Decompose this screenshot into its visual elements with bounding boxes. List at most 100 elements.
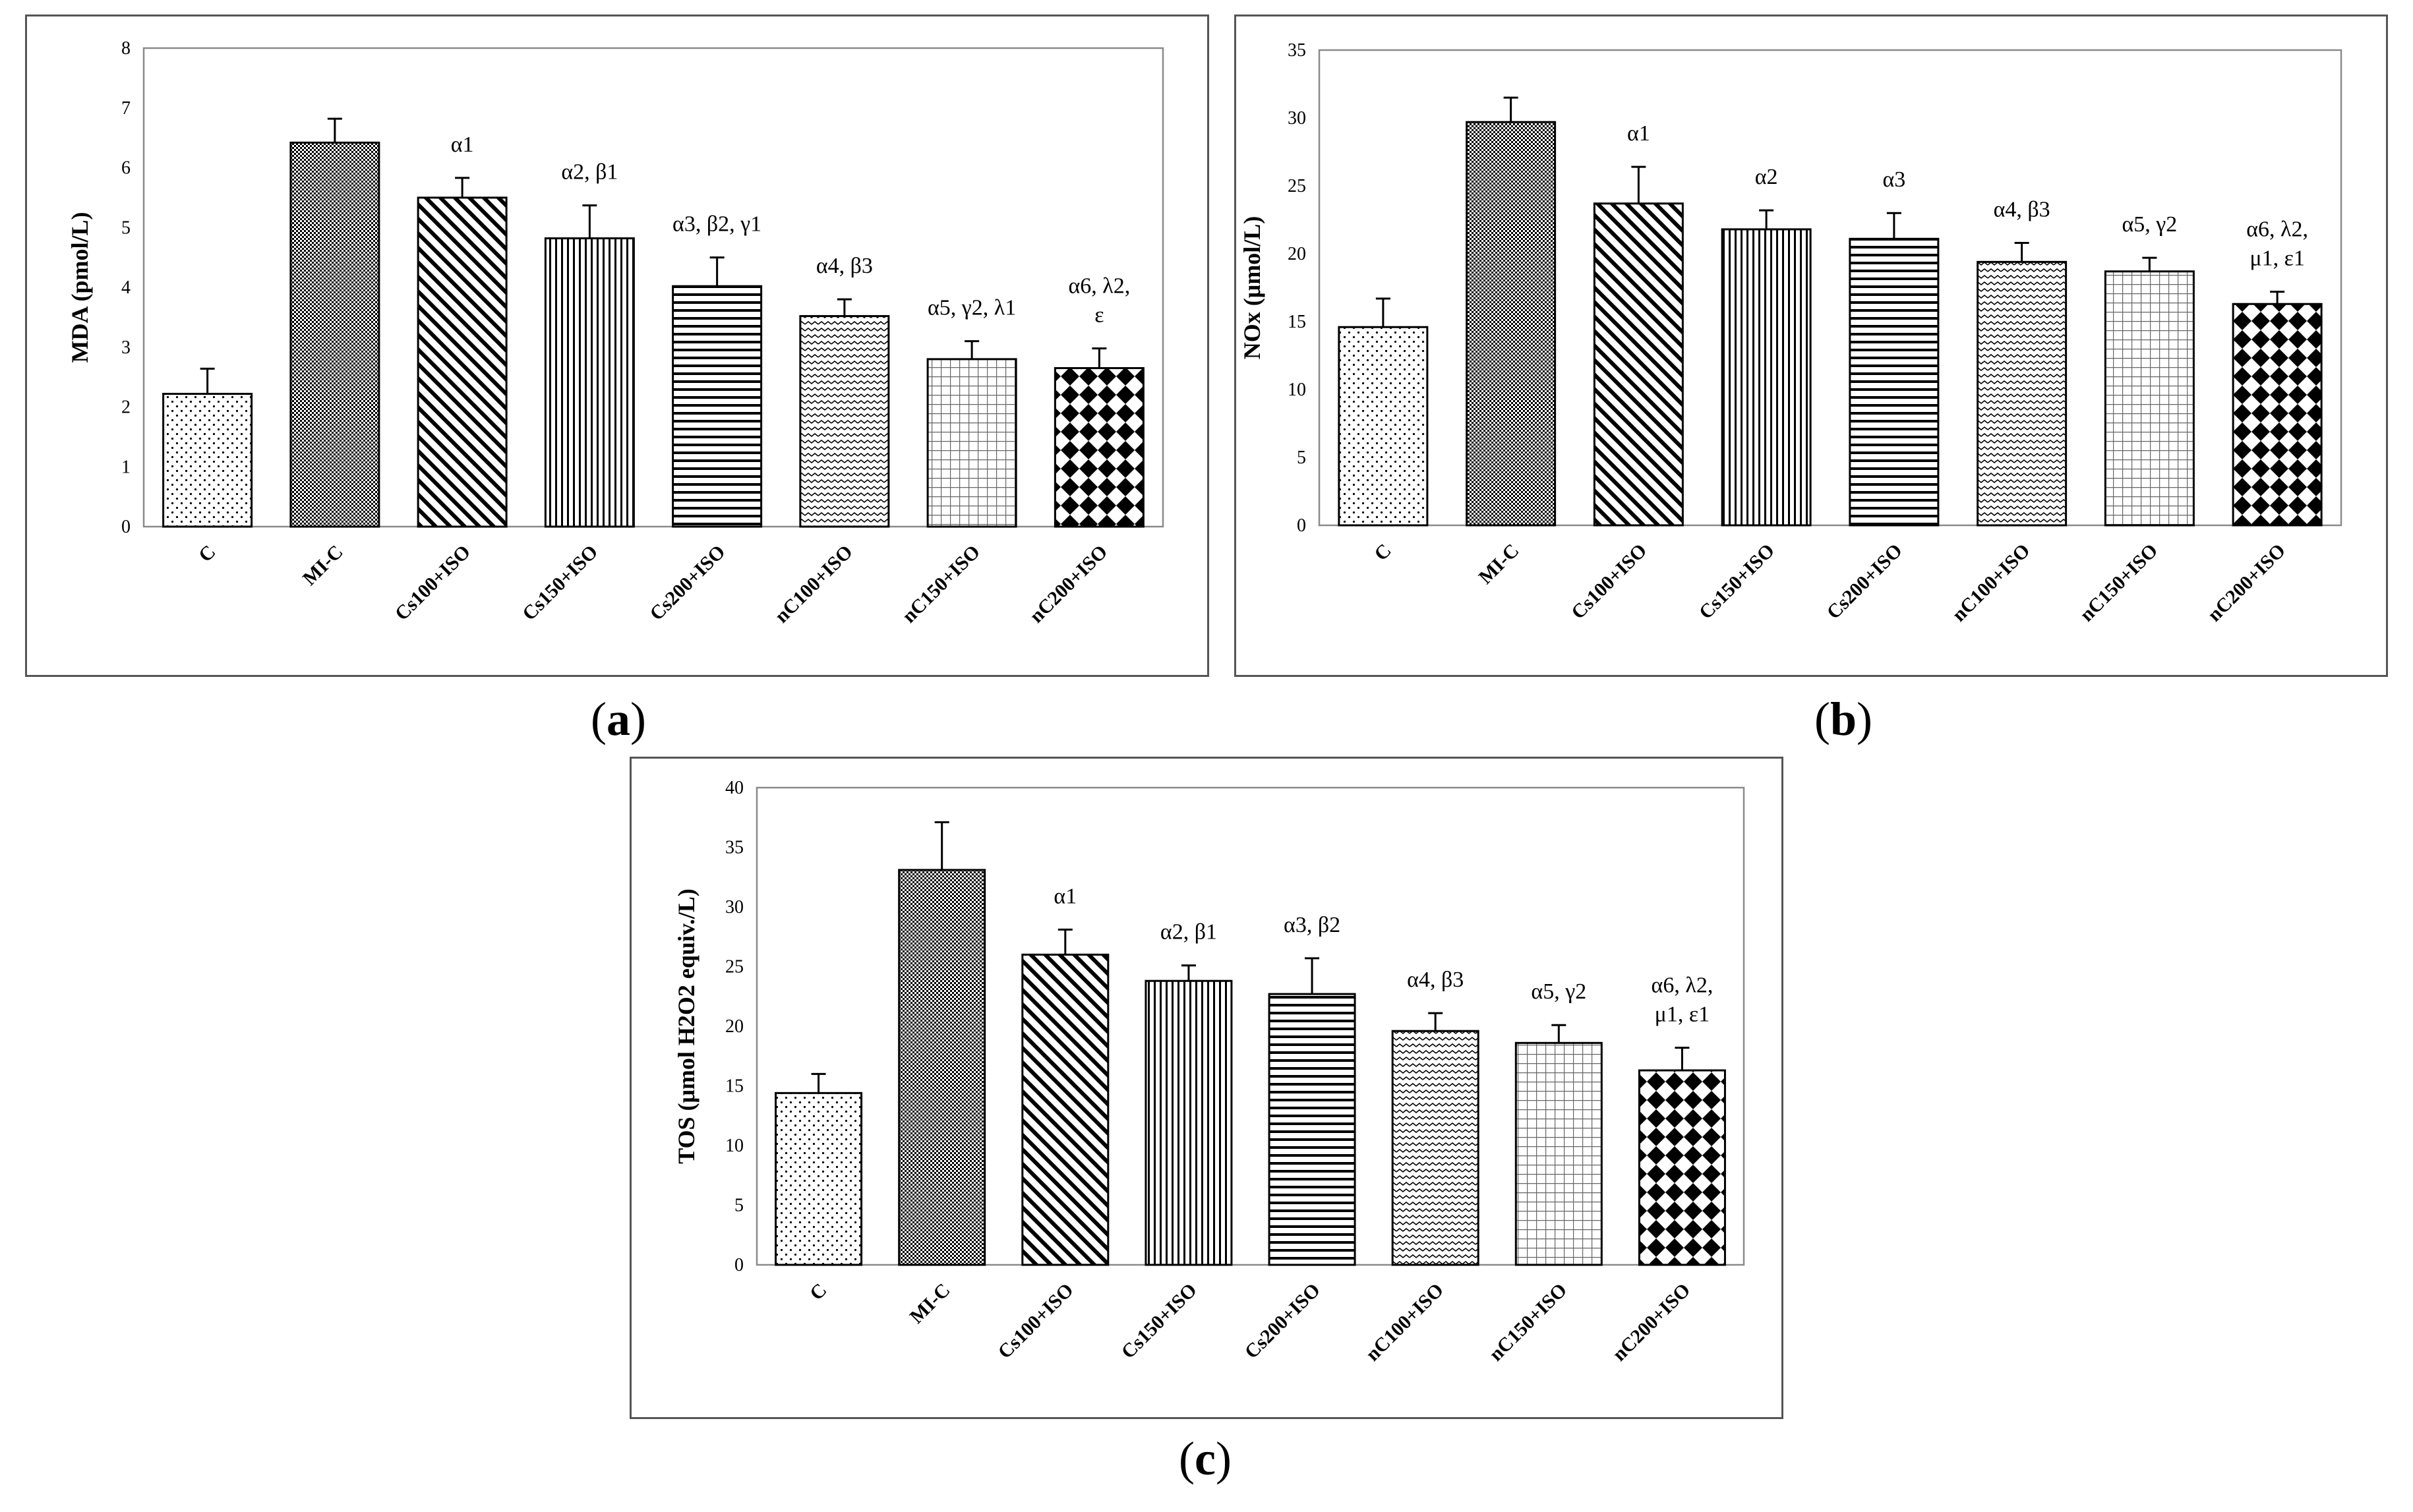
x-tick-label: nC200+ISO (1025, 541, 1112, 627)
panel-c: 0 5 10 15 20 25 30 35 40 TOS (μmol H2O2 equiv./L)… (630, 757, 1783, 1419)
y-tick-label: 4 (121, 277, 131, 298)
y-tick-label: 5 (121, 218, 131, 238)
x-tick-label: Cs150+ISO (1695, 540, 1779, 624)
significance-label: α1 (1054, 884, 1077, 908)
y-tick-label: 20 (725, 1016, 744, 1037)
bar (1638, 1069, 1726, 1266)
x-tick-label: nC150+ISO (1485, 1279, 1571, 1366)
significance-label: α2, β1 (1160, 920, 1217, 945)
significance-label: α1 (1627, 121, 1650, 146)
significance-label: α4, β3 (1407, 968, 1464, 992)
y-tick-label: 0 (734, 1255, 744, 1275)
significance-label: α5, γ2 (1531, 979, 1586, 1004)
bar (775, 1091, 863, 1266)
panel-a: 0 1 2 3 4 5 6 7 8 MDA (pmol/L) C MI-C α1 Cs100+ISO α2,… (25, 15, 1209, 677)
y-tick-label: 15 (725, 1076, 744, 1097)
bar (898, 869, 986, 1266)
y-tick-label: 6 (121, 158, 131, 179)
y-tick-label: 5 (734, 1196, 744, 1216)
y-tick-label: 7 (121, 98, 131, 119)
bar (544, 237, 635, 528)
y-tick-label: 10 (1288, 380, 1306, 400)
bar (1593, 202, 1684, 527)
y-tick-label: 2 (121, 397, 131, 418)
y-tick-label: 25 (1288, 176, 1306, 196)
bar (2232, 303, 2323, 527)
panel-label-b: (b) (1814, 693, 1872, 745)
x-tick-label: Cs200+ISO (1822, 540, 1906, 624)
x-tick-label: Cs150+ISO (518, 541, 602, 625)
x-tick-label: Cs200+ISO (645, 541, 729, 625)
bar (1721, 228, 1812, 527)
panel-b: 0 5 10 15 20 25 30 35 NOx (μmol/L) C MI-C α1 Cs100+I… (1234, 15, 2388, 677)
bar (162, 393, 253, 528)
x-tick-label: nC150+ISO (2075, 540, 2162, 626)
x-tick-label: C (806, 1279, 831, 1305)
y-tick-label: 0 (1297, 515, 1306, 536)
x-tick-label: nC150+ISO (898, 541, 984, 627)
y-tick-label: 10 (725, 1136, 744, 1156)
x-tick-label: nC100+ISO (1361, 1279, 1448, 1366)
significance-label: α5, γ2 (2122, 212, 2177, 237)
y-tick-label: 40 (725, 778, 744, 798)
bar (1338, 326, 1429, 527)
bar (926, 358, 1017, 528)
y-tick-label: 15 (1288, 312, 1306, 332)
significance-label: α6, λ2, (2246, 218, 2308, 242)
bar (1466, 121, 1557, 527)
x-tick-label: MI-C (906, 1279, 955, 1328)
chart-b: 0 5 10 15 20 25 30 35 NOx (μmol/L) C MI-C α1 Cs100+I… (1239, 40, 2342, 626)
y-tick-label: 35 (725, 838, 744, 858)
chart-c: 0 5 10 15 20 25 30 35 40 TOS (μmol H2O2 equiv./L)… (673, 778, 1745, 1366)
bar (1977, 260, 2068, 527)
x-tick-label: Cs100+ISO (391, 541, 475, 625)
significance-label: α6, λ2, (1068, 274, 1130, 299)
significance-label: α3, β2 (1284, 913, 1340, 937)
significance-label: α1 (451, 132, 474, 157)
plot-area (756, 786, 1745, 1266)
y-axis-label: MDA (pmol/L) (67, 212, 93, 363)
y-tick-label: 8 (121, 38, 131, 59)
x-tick-label: nC100+ISO (1948, 540, 2035, 626)
bar (1145, 979, 1233, 1266)
significance-label: α4, β3 (816, 254, 873, 278)
x-tick-label: Cs100+ISO (994, 1279, 1077, 1363)
bar (1268, 993, 1356, 1266)
bar (1849, 237, 1940, 527)
y-tick-label: 0 (121, 517, 131, 537)
significance-label: α4, β3 (1994, 198, 2050, 222)
bar (2104, 270, 2195, 527)
panel-label-a: (a) (591, 693, 646, 745)
bar (1021, 953, 1110, 1266)
significance-label: α2 (1755, 165, 1778, 189)
y-axis-label: TOS (μmol H2O2 equiv./L) (673, 888, 700, 1164)
significance-label: ε (1094, 303, 1104, 328)
x-tick-label: C (1370, 540, 1396, 566)
significance-label: α6, λ2, (1652, 974, 1713, 998)
x-tick-label: nC100+ISO (771, 541, 857, 627)
bar (289, 141, 380, 528)
x-tick-label: nC200+ISO (1608, 1279, 1694, 1366)
x-tick-label: MI-C (299, 541, 347, 590)
significance-label: μ1, ε1 (2249, 247, 2305, 271)
y-tick-label: 35 (1288, 40, 1306, 61)
y-tick-label: 20 (1288, 244, 1306, 264)
significance-label: α3 (1882, 167, 1905, 192)
x-tick-label: nC200+ISO (2203, 540, 2290, 626)
y-tick-label: 5 (1297, 448, 1306, 468)
x-tick-label: MI-C (1475, 540, 1524, 589)
y-tick-label: 25 (725, 957, 744, 977)
x-tick-label: Cs150+ISO (1117, 1279, 1201, 1363)
bar (799, 315, 890, 528)
bar (417, 196, 508, 528)
panel-label-c: (c) (1179, 1432, 1232, 1485)
significance-label: α3, β2, γ1 (672, 212, 761, 237)
x-tick-label: Cs100+ISO (1567, 540, 1651, 624)
significance-label: μ1, ε1 (1655, 1003, 1710, 1027)
plot-area (142, 47, 1164, 528)
y-tick-label: 1 (121, 457, 131, 477)
y-tick-label: 30 (725, 897, 744, 917)
x-tick-label: C (194, 541, 220, 567)
significance-label: α5, γ2, λ1 (928, 296, 1016, 320)
significance-label: α2, β1 (561, 160, 618, 185)
